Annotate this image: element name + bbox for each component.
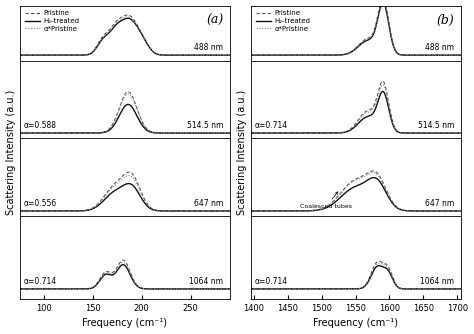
Legend: Pristine, H₂-treated, α*Pristine: Pristine, H₂-treated, α*Pristine (254, 9, 312, 33)
Text: Coalesced tubes: Coalesced tubes (300, 192, 352, 209)
Text: α=0.556: α=0.556 (24, 199, 57, 208)
Text: 488 nm: 488 nm (194, 43, 223, 52)
Text: (b): (b) (437, 14, 454, 27)
Text: 488 nm: 488 nm (425, 43, 454, 52)
Y-axis label: Scattering Intensity (a.u.): Scattering Intensity (a.u.) (237, 90, 246, 215)
Text: 647 nm: 647 nm (425, 199, 454, 208)
Text: 514.5 nm: 514.5 nm (187, 121, 223, 130)
Y-axis label: Scattering Intensity (a.u.): Scattering Intensity (a.u.) (6, 90, 16, 215)
Text: 647 nm: 647 nm (194, 199, 223, 208)
Text: α=0.588: α=0.588 (24, 121, 57, 130)
Text: α=0.714: α=0.714 (255, 277, 288, 286)
Text: (a): (a) (206, 14, 223, 27)
X-axis label: Frequency (cm⁻¹): Frequency (cm⁻¹) (313, 318, 398, 328)
Text: α=0.714: α=0.714 (24, 277, 57, 286)
Legend: Pristine, H₂-treated, α*Pristine: Pristine, H₂-treated, α*Pristine (23, 9, 81, 33)
Text: 1064 nm: 1064 nm (420, 277, 454, 286)
X-axis label: Frequency (cm⁻¹): Frequency (cm⁻¹) (82, 318, 167, 328)
Text: α=0.714: α=0.714 (255, 121, 288, 130)
Text: 514.5 nm: 514.5 nm (418, 121, 454, 130)
Text: 1064 nm: 1064 nm (189, 277, 223, 286)
